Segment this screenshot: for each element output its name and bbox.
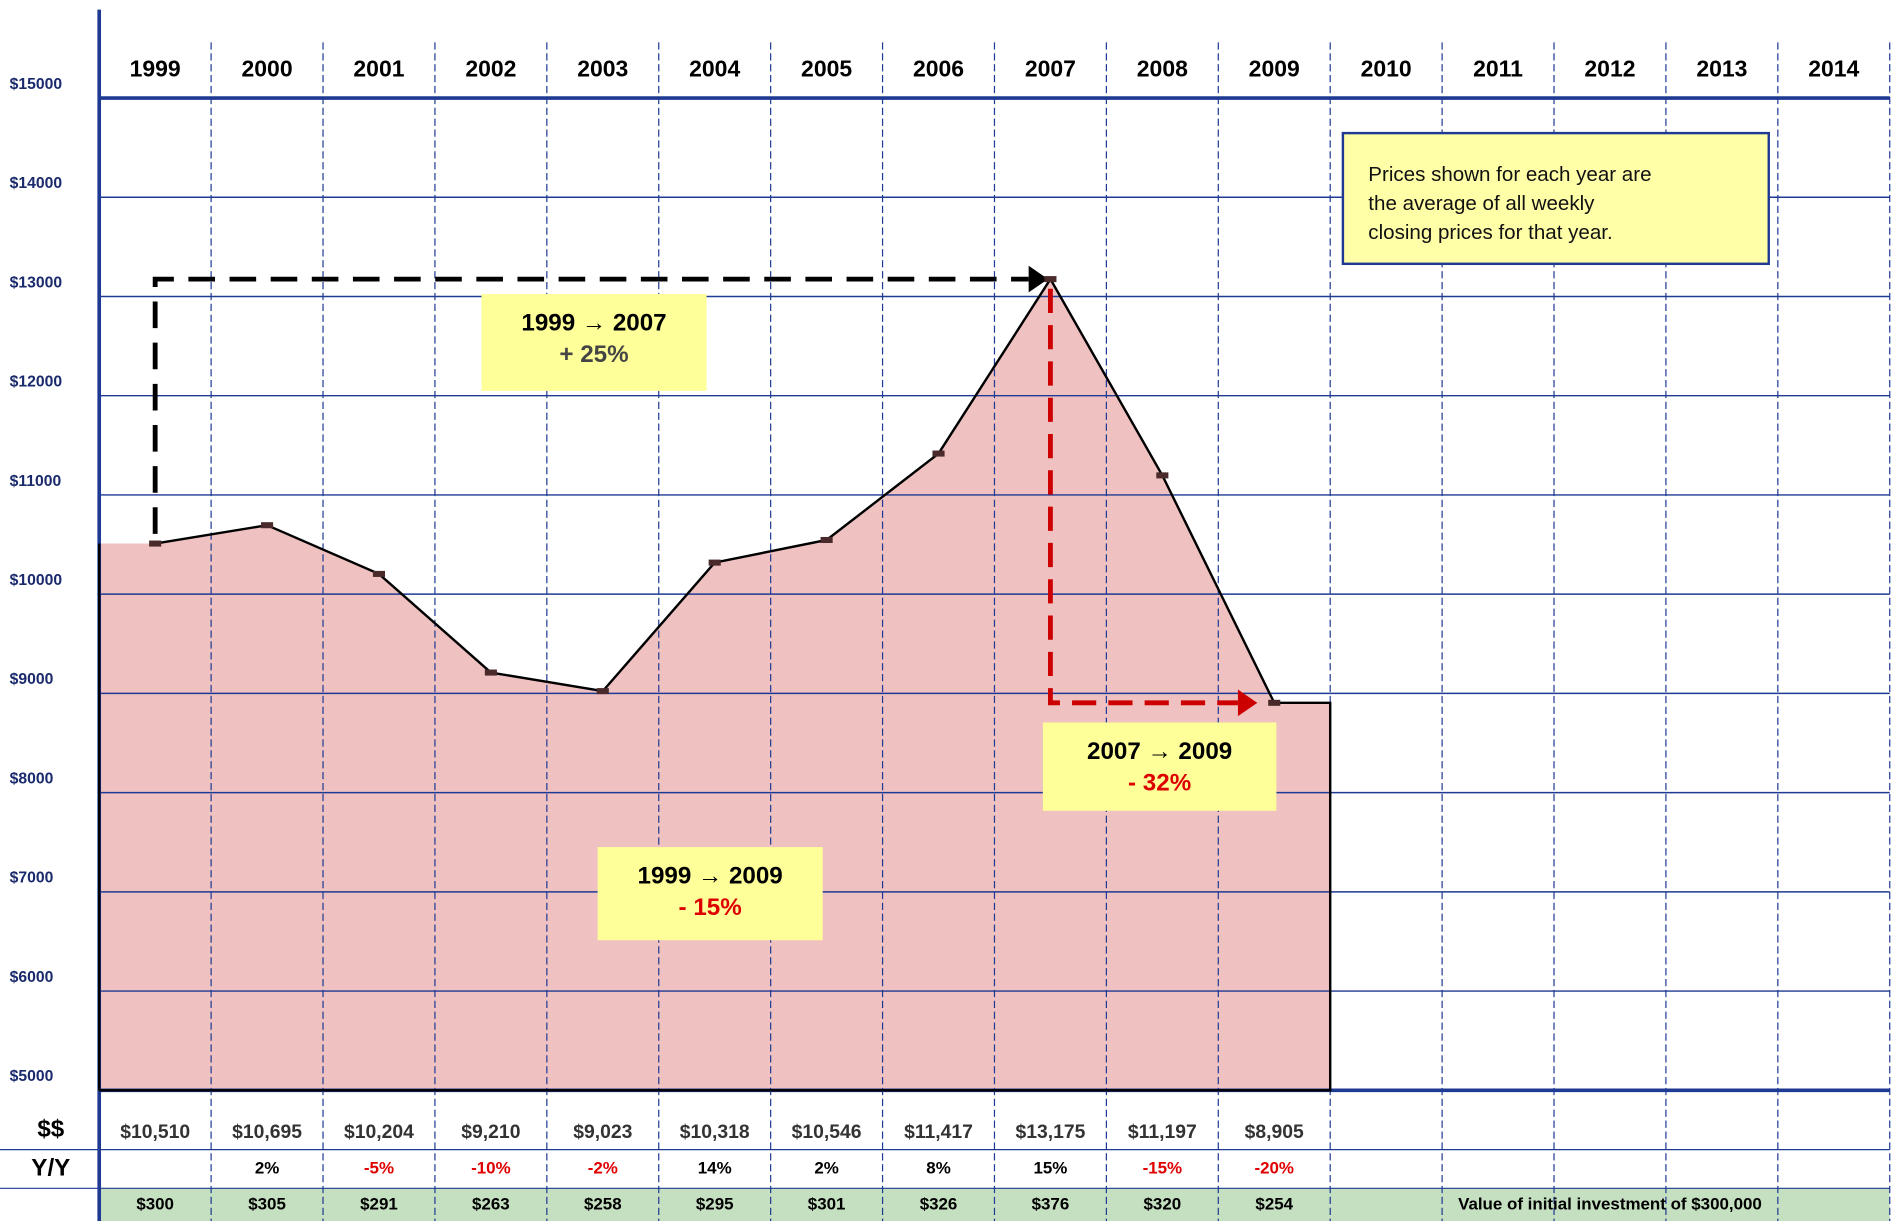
y-tick-label: $7000 bbox=[10, 870, 54, 887]
year-label: 2008 bbox=[1137, 55, 1188, 81]
year-label: 2012 bbox=[1584, 55, 1635, 81]
y-tick-label: $15000 bbox=[10, 76, 63, 93]
year-label: 2000 bbox=[242, 55, 293, 81]
investment-label: $376 bbox=[1032, 1195, 1070, 1214]
note-box bbox=[1341, 131, 1770, 266]
year-label: 2014 bbox=[1808, 55, 1859, 81]
value-label: $10,695 bbox=[232, 1121, 302, 1143]
investment-label: $254 bbox=[1255, 1195, 1293, 1214]
investment-label: $263 bbox=[472, 1195, 510, 1214]
y-tick-label: $6000 bbox=[10, 969, 54, 986]
area-edge bbox=[97, 543, 1332, 1092]
year-label: 2002 bbox=[465, 55, 516, 81]
annotation-box bbox=[481, 294, 707, 391]
investment-label: $258 bbox=[584, 1195, 622, 1214]
row-label: Y/Y bbox=[31, 1154, 70, 1181]
year-label: 2001 bbox=[353, 55, 404, 81]
yoy-label: -10% bbox=[471, 1158, 511, 1177]
value-label: $9,210 bbox=[461, 1121, 520, 1143]
yoy-label: 2% bbox=[814, 1158, 838, 1177]
yoy-label: 2% bbox=[255, 1158, 279, 1177]
investment-label: $295 bbox=[696, 1195, 734, 1214]
investment-label: $305 bbox=[248, 1195, 286, 1214]
yoy-label: 8% bbox=[926, 1158, 950, 1177]
value-label: $8,905 bbox=[1245, 1121, 1304, 1143]
investment-label: $301 bbox=[808, 1195, 846, 1214]
data-point bbox=[708, 559, 721, 566]
arrow-rise bbox=[152, 276, 1029, 534]
arrow-head bbox=[1028, 265, 1049, 293]
value-label: $13,175 bbox=[1015, 1121, 1085, 1143]
data-point bbox=[372, 570, 386, 577]
value-label: $10,204 bbox=[344, 1121, 414, 1143]
value-label: $11,417 bbox=[904, 1121, 973, 1143]
investment-row-bg bbox=[99, 1188, 1890, 1221]
y-tick-label: $11000 bbox=[10, 473, 62, 490]
value-label: $10,318 bbox=[680, 1121, 750, 1143]
y-tick-label: $14000 bbox=[10, 175, 63, 192]
yoy-label: -20% bbox=[1254, 1158, 1294, 1177]
note-line: closing prices for that year. bbox=[1368, 221, 1612, 244]
data-point bbox=[149, 540, 162, 547]
data-point bbox=[1268, 699, 1281, 706]
y-tick-label: $10000 bbox=[10, 572, 63, 589]
annotation-value: + 25% bbox=[559, 341, 628, 368]
investment-label: $320 bbox=[1144, 1195, 1182, 1214]
data-point bbox=[596, 688, 609, 695]
year-label: 1999 bbox=[130, 55, 181, 81]
area bbox=[99, 279, 1331, 1091]
annotation-title: 1999 → 2007 bbox=[521, 310, 666, 337]
year-label: 2004 bbox=[689, 55, 740, 81]
arrow-head bbox=[1237, 689, 1258, 717]
row-label: $$ bbox=[37, 1116, 64, 1143]
yoy-label: -5% bbox=[364, 1158, 394, 1177]
yoy-label: 15% bbox=[1033, 1158, 1067, 1177]
investment-label: $291 bbox=[360, 1195, 398, 1214]
y-tick-label: $9000 bbox=[10, 671, 54, 688]
value-label: $9,023 bbox=[573, 1121, 632, 1143]
data-point bbox=[261, 522, 274, 529]
yoy-label: -15% bbox=[1143, 1158, 1183, 1177]
y-tick-label: $8000 bbox=[10, 770, 54, 787]
year-label: 2006 bbox=[913, 55, 964, 81]
annotation-value: - 32% bbox=[1128, 770, 1191, 797]
year-label: 2007 bbox=[1025, 55, 1076, 81]
y-tick-label: $13000 bbox=[10, 274, 63, 291]
note-line: Prices shown for each year are bbox=[1368, 163, 1651, 186]
year-label: 2009 bbox=[1249, 55, 1300, 81]
value-label: $10,546 bbox=[792, 1121, 862, 1143]
note-line: the average of all weekly bbox=[1368, 192, 1595, 215]
data-point bbox=[820, 536, 833, 544]
year-label: 2010 bbox=[1361, 55, 1412, 81]
year-label: 2003 bbox=[577, 55, 628, 81]
annotation-title: 2007 → 2009 bbox=[1087, 738, 1232, 765]
y-tick-label: $12000 bbox=[10, 374, 63, 391]
annotation-box bbox=[597, 847, 823, 941]
year-label: 2011 bbox=[1473, 55, 1523, 81]
value-label: $10,510 bbox=[120, 1121, 190, 1143]
annotation-box bbox=[1042, 722, 1277, 811]
data-point bbox=[1044, 276, 1057, 283]
value-label: $11,197 bbox=[1128, 1121, 1197, 1143]
data-point bbox=[1156, 472, 1169, 479]
annotation-value: - 15% bbox=[679, 894, 742, 921]
data-point bbox=[484, 669, 497, 676]
data-point bbox=[932, 450, 945, 457]
year-label: 2005 bbox=[801, 55, 852, 81]
yoy-label: 14% bbox=[698, 1158, 732, 1177]
arrow-fall bbox=[1048, 288, 1238, 706]
y-tick-label: $5000 bbox=[10, 1068, 54, 1085]
investment-label: $326 bbox=[920, 1195, 958, 1214]
investment-note: Value of initial investment of $300,000 bbox=[1458, 1195, 1762, 1214]
year-label: 2013 bbox=[1696, 55, 1747, 81]
yoy-label: -2% bbox=[588, 1158, 618, 1177]
investment-label: $300 bbox=[136, 1195, 174, 1214]
annotation-title: 1999 → 2009 bbox=[638, 863, 783, 890]
